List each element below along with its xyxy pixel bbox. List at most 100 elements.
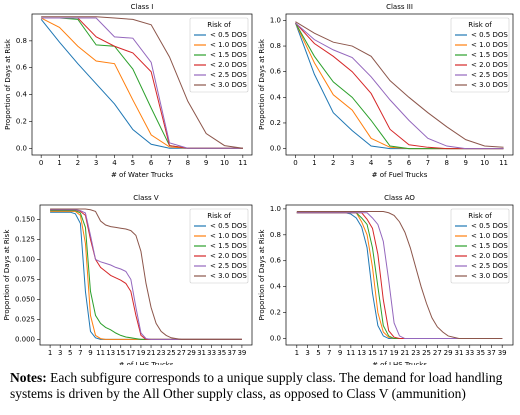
x-axis-label: # of Fuel Trucks bbox=[372, 171, 428, 179]
legend-label: < 1.5 DOS bbox=[210, 242, 247, 250]
notes-label: Notes: bbox=[10, 370, 47, 385]
x-tick-label: 0 bbox=[39, 159, 43, 167]
legend-label: < 2.5 DOS bbox=[210, 262, 247, 270]
x-tick-label: 11 bbox=[499, 159, 508, 167]
x-tick-label: 1 bbox=[295, 349, 299, 357]
x-tick-label: 1 bbox=[312, 159, 316, 167]
x-tick-label: 23 bbox=[411, 349, 420, 357]
series-line bbox=[41, 16, 243, 149]
x-tick-label: 1 bbox=[48, 349, 52, 357]
x-tick-label: 8 bbox=[186, 159, 190, 167]
chart-title: Class III bbox=[386, 3, 413, 11]
series-line bbox=[295, 21, 504, 148]
y-tick-label: 0.0 bbox=[270, 335, 281, 343]
x-tick-label: 33 bbox=[207, 349, 216, 357]
x-tick-label: 19 bbox=[136, 349, 145, 357]
y-tick-label: 0.8 bbox=[270, 42, 281, 50]
x-tick-label: 37 bbox=[487, 349, 496, 357]
legend-label: < 3.0 DOS bbox=[210, 272, 247, 280]
legend-label: < 1.5 DOS bbox=[471, 242, 508, 250]
x-tick-label: 11 bbox=[346, 349, 355, 357]
y-tick-label: 0.4 bbox=[270, 283, 282, 291]
y-tick-label: 0.6 bbox=[270, 257, 282, 265]
x-tick-label: 7 bbox=[167, 159, 171, 167]
legend-box bbox=[450, 208, 510, 284]
x-tick-label: 35 bbox=[217, 349, 226, 357]
y-tick-label: 0.2 bbox=[16, 117, 27, 125]
legend-label: < 0.5 DOS bbox=[471, 31, 508, 39]
x-tick-label: 4 bbox=[369, 159, 374, 167]
y-axis-label: Proportion of Days at Risk bbox=[4, 38, 12, 130]
x-tick-label: 21 bbox=[400, 349, 409, 357]
axes-frame bbox=[285, 13, 514, 156]
x-tick-label: 25 bbox=[422, 349, 431, 357]
legend-label: < 0.5 DOS bbox=[471, 222, 508, 230]
legend-label: < 1.5 DOS bbox=[210, 51, 247, 59]
series-line bbox=[41, 17, 243, 149]
x-tick-label: 11 bbox=[96, 349, 105, 357]
y-tick-label: 0.0 bbox=[16, 144, 27, 152]
x-tick-label: 8 bbox=[445, 159, 449, 167]
axes-frame bbox=[31, 13, 253, 156]
x-axis-label: # of LHS Trucks bbox=[118, 361, 173, 365]
y-tick-label: 0.6 bbox=[270, 68, 282, 76]
legend-title: Risk of bbox=[468, 212, 492, 220]
x-tick-label: 3 bbox=[305, 349, 309, 357]
legend-label: < 2.0 DOS bbox=[471, 61, 508, 69]
legend-label: < 2.5 DOS bbox=[471, 262, 508, 270]
x-tick-label: 11 bbox=[238, 159, 247, 167]
x-tick-label: 15 bbox=[368, 349, 377, 357]
y-tick-label: 0.125 bbox=[15, 235, 35, 243]
x-tick-label: 19 bbox=[390, 349, 399, 357]
x-axis-label: # of Water Trucks bbox=[111, 171, 173, 179]
y-tick-label: 0.100 bbox=[15, 255, 35, 263]
x-tick-label: 29 bbox=[444, 349, 453, 357]
x-tick-label: 27 bbox=[177, 349, 186, 357]
x-tick-label: 25 bbox=[167, 349, 176, 357]
x-tick-label: 23 bbox=[157, 349, 166, 357]
y-axis-label: Proportion of Days at Risk bbox=[258, 229, 266, 321]
y-tick-label: 0.0 bbox=[270, 145, 281, 153]
y-tick-label: 0.4 bbox=[16, 91, 28, 99]
legend-label: < 1.0 DOS bbox=[210, 232, 247, 240]
y-tick-label: 1.0 bbox=[270, 16, 281, 24]
legend-label: < 2.5 DOS bbox=[210, 71, 247, 79]
x-tick-label: 29 bbox=[187, 349, 196, 357]
x-tick-label: 2 bbox=[76, 159, 80, 167]
x-tick-label: 3 bbox=[58, 349, 62, 357]
legend-box bbox=[189, 208, 249, 284]
x-tick-label: 5 bbox=[68, 349, 72, 357]
y-tick-label: 0.8 bbox=[16, 37, 27, 45]
x-tick-label: 39 bbox=[237, 349, 246, 357]
figure: Class I # of Water Trucks Proportion of Da… bbox=[3, 3, 514, 369]
y-tick-label: 0.150 bbox=[15, 215, 35, 223]
legend-box bbox=[189, 17, 249, 93]
x-tick-label: 31 bbox=[197, 349, 206, 357]
y-tick-label: 0.000 bbox=[15, 335, 35, 343]
x-tick-label: 6 bbox=[407, 159, 412, 167]
y-tick-label: 0.025 bbox=[15, 315, 35, 323]
axes-frame bbox=[285, 204, 514, 346]
x-tick-label: 9 bbox=[88, 349, 92, 357]
x-tick-label: 13 bbox=[106, 349, 115, 357]
x-tick-label: 5 bbox=[388, 159, 392, 167]
x-tick-label: 39 bbox=[498, 349, 507, 357]
x-tick-label: 4 bbox=[112, 159, 117, 167]
series-line bbox=[50, 208, 242, 340]
x-tick-label: 37 bbox=[227, 349, 236, 357]
notes-text: Each subfigure corresponds to a unique s… bbox=[10, 370, 503, 401]
legend-label: < 1.0 DOS bbox=[210, 41, 247, 49]
x-tick-label: 10 bbox=[220, 159, 229, 167]
x-tick-label: 2 bbox=[331, 159, 335, 167]
y-tick-label: 0.6 bbox=[16, 64, 28, 72]
x-tick-label: 9 bbox=[463, 159, 467, 167]
legend-label: < 2.0 DOS bbox=[471, 252, 508, 260]
x-tick-label: 10 bbox=[480, 159, 489, 167]
x-tick-label: 35 bbox=[476, 349, 485, 357]
x-tick-label: 1 bbox=[57, 159, 61, 167]
x-tick-label: 7 bbox=[327, 349, 331, 357]
legend-title: Risk of bbox=[207, 212, 231, 220]
legend-label: < 1.0 DOS bbox=[471, 41, 508, 49]
x-tick-label: 21 bbox=[147, 349, 156, 357]
